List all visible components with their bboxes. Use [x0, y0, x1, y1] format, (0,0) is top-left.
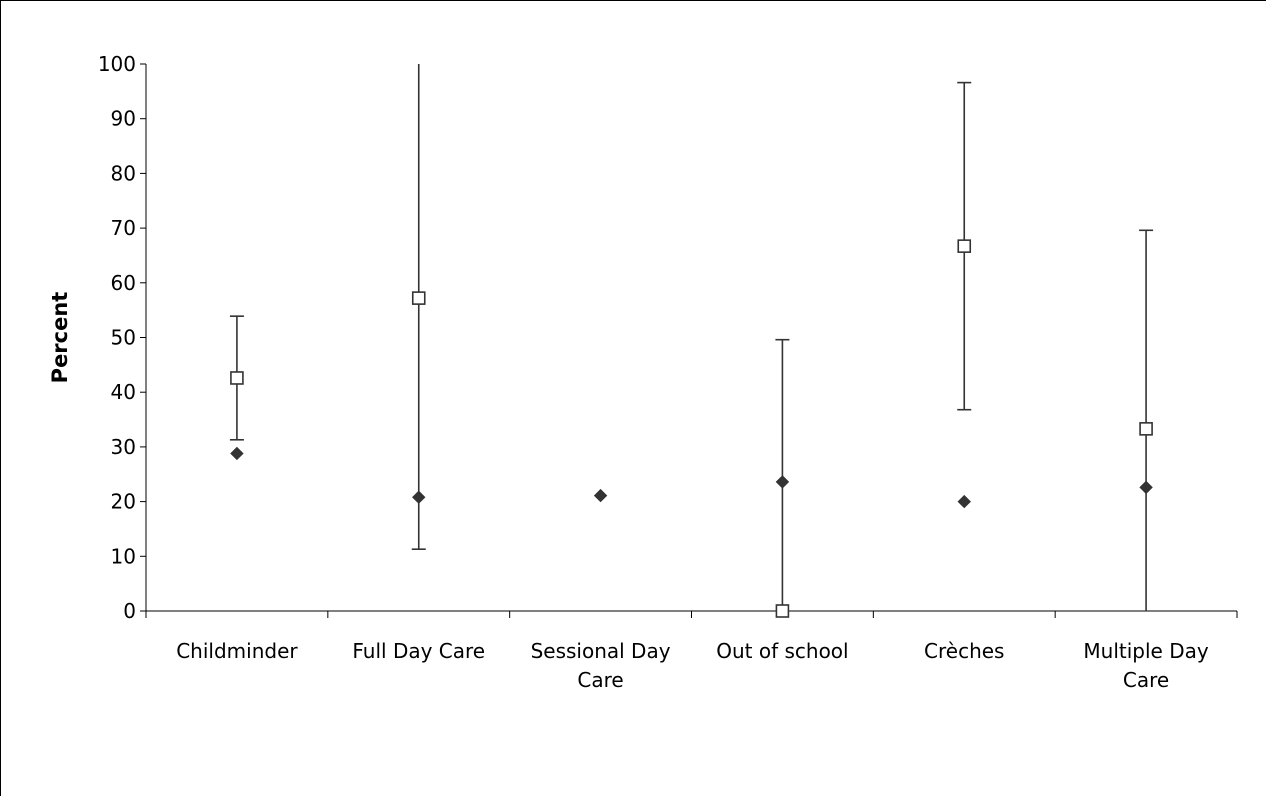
- data-markers: [230, 239, 1153, 618]
- data-point-diamond: [775, 475, 790, 489]
- y-tick-label: 90: [111, 107, 136, 131]
- data-point-diamond: [593, 488, 608, 503]
- y-tick-label: 70: [111, 216, 136, 240]
- data-point-square: [411, 291, 426, 305]
- y-tick-label: 50: [111, 326, 136, 350]
- category-label: Multiple Day: [1083, 639, 1208, 663]
- axes: [140, 63, 1238, 618]
- category-label: Full Day Care: [352, 639, 485, 663]
- y-tick-label: 30: [111, 435, 136, 459]
- data-point-square: [957, 239, 972, 253]
- y-tick-label: 80: [111, 161, 136, 185]
- y-tick-label: 40: [111, 380, 136, 404]
- data-point-diamond: [230, 446, 244, 461]
- data-point-square: [1139, 422, 1153, 436]
- data-point-diamond: [957, 494, 971, 509]
- category-label: Care: [1123, 668, 1169, 692]
- data-point-square: [230, 371, 244, 385]
- axis-labels: 0 10 20 30 40 50 60 70 80 90 100 Childminder Full Da…: [48, 52, 1209, 692]
- data-point-diamond: [412, 490, 426, 504]
- category-label: Childminder: [176, 639, 298, 663]
- category-label: Out of school: [716, 639, 848, 663]
- y-tick-label: 0: [123, 599, 136, 623]
- y-axis-title: Percent: [48, 292, 72, 384]
- y-tick-label: 10: [111, 544, 136, 568]
- y-tick-label: 60: [111, 271, 136, 295]
- y-tick-label: 100: [98, 52, 136, 76]
- y-tick-label: 20: [111, 490, 136, 514]
- category-label: Crèches: [924, 639, 1004, 663]
- data-point-diamond: [1139, 480, 1153, 495]
- data-point-square: [775, 604, 790, 618]
- error-bars: [229, 64, 1154, 611]
- category-label: Care: [577, 668, 623, 692]
- category-label: Sessional Day: [531, 639, 671, 663]
